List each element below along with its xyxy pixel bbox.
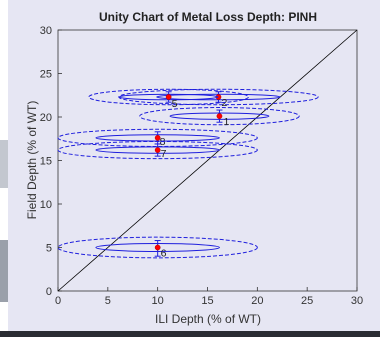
confidence-ellipse <box>57 140 258 160</box>
data-point <box>154 244 161 251</box>
window-bottom-bar <box>0 331 380 337</box>
y-tick-label: 20 <box>40 112 52 124</box>
confidence-ellipse <box>88 88 249 106</box>
background-stripe <box>0 140 10 188</box>
y-axis-label: Field Depth (% of WT) <box>25 101 39 220</box>
x-axis-label: ILI Depth (% of WT) <box>155 312 261 326</box>
data-point <box>216 113 223 119</box>
point-label: 5 <box>172 98 178 110</box>
x-tick-label: 0 <box>55 295 61 307</box>
point-label: 7 <box>161 148 167 160</box>
chart-title: Unity Chart of Metal Loss Depth: PINH <box>99 10 317 24</box>
figure-background <box>8 0 380 333</box>
x-tick-label: 10 <box>152 295 164 307</box>
data-point <box>154 135 161 141</box>
y-tick-label: 25 <box>40 69 52 81</box>
data-point <box>165 94 172 100</box>
background-stripe <box>0 240 10 302</box>
y-tick-label: 15 <box>40 156 52 168</box>
data-point <box>154 147 161 153</box>
x-tick-label: 20 <box>251 295 263 307</box>
y-tick-label: 30 <box>40 25 52 37</box>
y-tick-label: 0 <box>46 286 52 298</box>
confidence-ellipse <box>139 107 300 126</box>
confidence-ellipse <box>57 236 258 259</box>
point-label: 1 <box>223 116 229 128</box>
unity-line <box>57 29 358 292</box>
x-tick-label: 5 <box>105 295 111 307</box>
x-tick-label: 30 <box>351 295 363 307</box>
y-tick-label: 10 <box>40 199 52 211</box>
x-tick-label: 25 <box>301 295 313 307</box>
x-tick-label: 15 <box>201 295 213 307</box>
confidence-ellipse <box>57 128 258 147</box>
point-label: 6 <box>161 248 167 260</box>
y-tick-label: 5 <box>46 243 52 255</box>
